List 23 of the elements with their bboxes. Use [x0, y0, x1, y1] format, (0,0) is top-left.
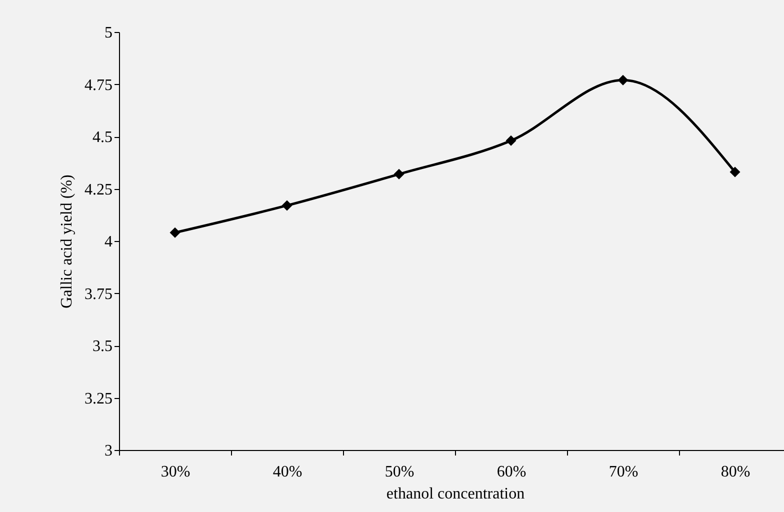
y-tick-label: 3.5	[92, 338, 112, 355]
x-axis-title: ethanol concentration	[386, 486, 525, 502]
y-tick-label: 4.75	[84, 76, 112, 94]
point	[730, 166, 740, 178]
x-tick-label: 50%	[384, 464, 414, 480]
x-tick-label: 40%	[272, 464, 302, 480]
point	[282, 200, 292, 211]
point	[506, 135, 516, 146]
y-tick-label: 3.25	[84, 390, 112, 408]
y-tick-label: 3.75	[84, 286, 112, 303]
point	[618, 74, 628, 86]
y-tick-label: 5	[104, 24, 112, 42]
x-tick-label: 70%	[608, 464, 638, 480]
y-tick-label: 4.5	[92, 129, 112, 146]
point	[394, 168, 404, 180]
point	[170, 227, 180, 238]
y-tick-label: 4.25	[84, 181, 112, 198]
y-tick-label: 3	[104, 442, 112, 460]
y-axis-title: Gallic acid yield (%)	[58, 174, 76, 308]
y-tick-label: 4	[104, 234, 112, 250]
x-tick-label: 30%	[160, 464, 190, 480]
x-tick-label: 80%	[720, 464, 750, 480]
x-tick-label: 60%	[496, 464, 526, 480]
